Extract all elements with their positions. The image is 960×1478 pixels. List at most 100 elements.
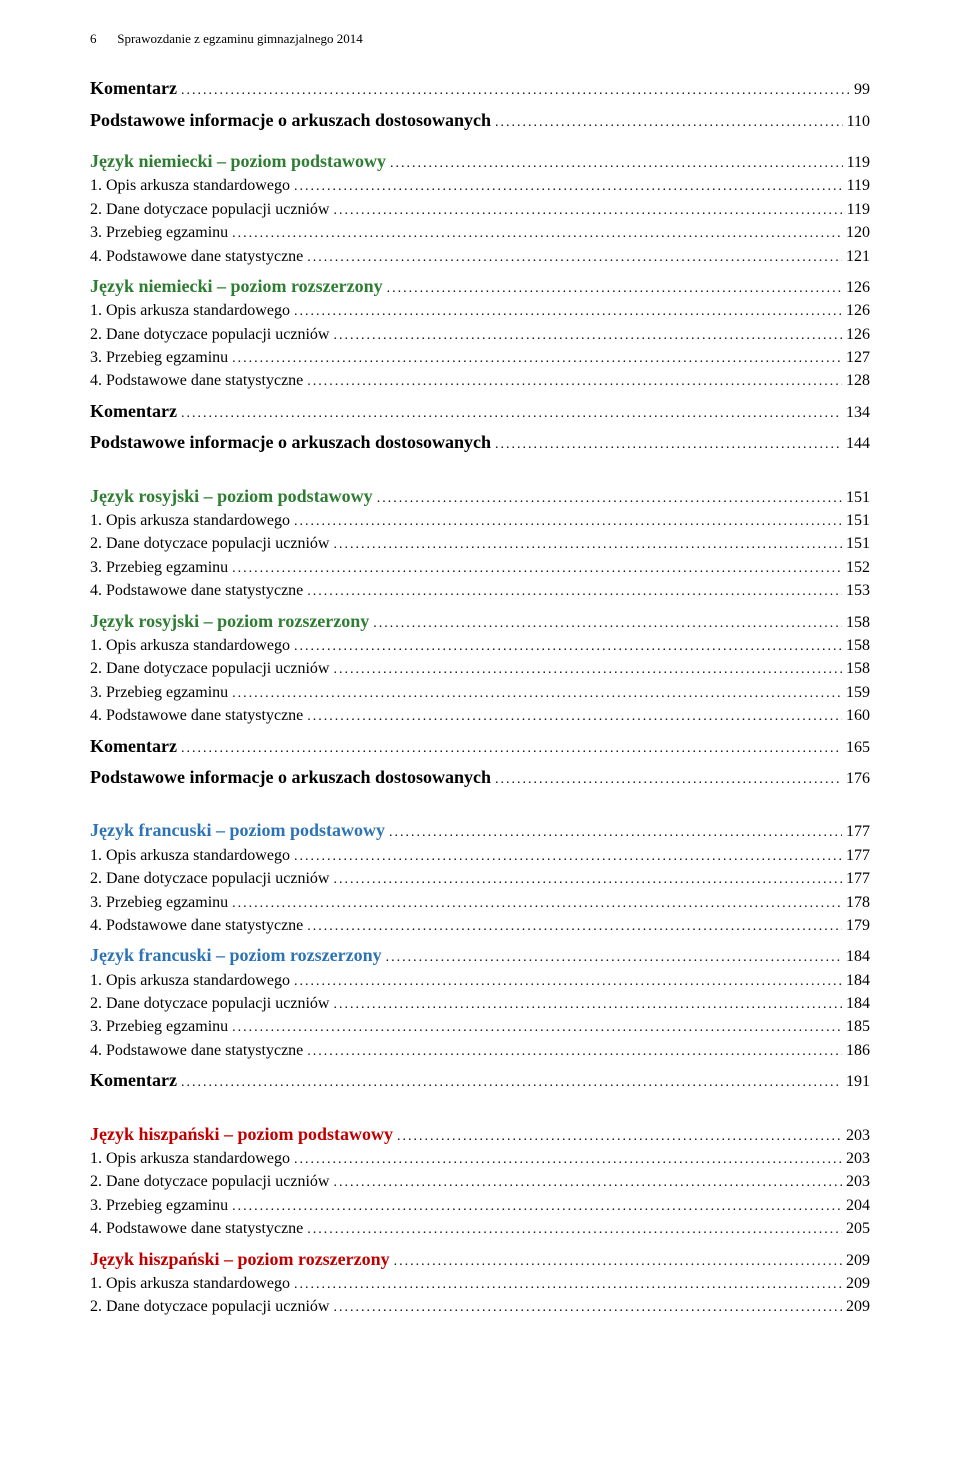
toc-leader: ........................................…: [307, 1042, 842, 1062]
toc-label: Komentarz: [90, 76, 181, 101]
toc-gap: [90, 103, 870, 107]
toc-row: 3. Przebieg egzaminu....................…: [90, 347, 870, 369]
toc-label: 2. Dane dotyczace populacji uczniów: [90, 533, 333, 555]
toc-row: Język rosyjski – poziom podstawowy......…: [90, 484, 870, 509]
toc-page: 126: [842, 324, 870, 346]
toc-row: Komentarz...............................…: [90, 1068, 870, 1093]
toc-row: 1. Opis arkusza standardowego...........…: [90, 510, 870, 532]
toc-row: Komentarz...............................…: [90, 399, 870, 424]
toc-label: Komentarz: [90, 1068, 181, 1093]
toc-label: 4. Podstawowe dane statystyczne: [90, 580, 307, 602]
toc-label: 1. Opis arkusza standardowego: [90, 970, 294, 992]
toc-row: 1. Opis arkusza standardowego...........…: [90, 300, 870, 322]
toc-label: 2. Dane dotyczace populacji uczniów: [90, 1296, 333, 1318]
toc-label: Podstawowe informacje o arkuszach dostos…: [90, 430, 495, 455]
toc-label: Język niemiecki – poziom podstawowy: [90, 149, 390, 174]
toc-label: 4. Podstawowe dane statystyczne: [90, 915, 307, 937]
toc-page: 204: [842, 1195, 870, 1217]
toc-page: 110: [843, 111, 870, 133]
toc-label: 3. Przebieg egzaminu: [90, 557, 232, 579]
toc-leader: ........................................…: [307, 1220, 842, 1240]
toc-label: 2. Dane dotyczace populacji uczniów: [90, 1171, 333, 1193]
toc-leader: ........................................…: [333, 870, 842, 890]
toc-gap: [90, 604, 870, 608]
toc-page: 120: [842, 222, 870, 244]
toc-leader: ........................................…: [181, 404, 842, 424]
toc-row: 4. Podstawowe dane statystyczne.........…: [90, 915, 870, 937]
toc-leader: ........................................…: [333, 201, 842, 221]
toc-gap: [90, 457, 870, 483]
toc-page: 160: [842, 705, 870, 727]
toc-page: 184: [842, 970, 870, 992]
toc-row: Język francuski – poziom rozszerzony....…: [90, 943, 870, 968]
toc-page: 152: [842, 557, 870, 579]
toc-row: Podstawowe informacje o arkuszach dostos…: [90, 430, 870, 455]
toc-gap: [90, 938, 870, 942]
toc-leader: ........................................…: [333, 995, 842, 1015]
toc-label: 1. Opis arkusza standardowego: [90, 635, 294, 657]
toc-page: 177: [842, 868, 870, 890]
toc-leader: ........................................…: [397, 1127, 842, 1147]
toc-leader: ........................................…: [181, 81, 850, 101]
toc-page: 119: [843, 199, 870, 221]
toc-leader: ........................................…: [377, 489, 842, 509]
toc-row: 4. Podstawowe dane statystyczne.........…: [90, 1040, 870, 1062]
toc-row: 1. Opis arkusza standardowego...........…: [90, 1273, 870, 1295]
toc-leader: ........................................…: [333, 1298, 842, 1318]
toc-page: 121: [842, 246, 870, 268]
toc-leader: ........................................…: [307, 707, 842, 727]
toc-leader: ........................................…: [232, 1197, 842, 1217]
toc-leader: ........................................…: [373, 614, 842, 634]
toc-label: 1. Opis arkusza standardowego: [90, 300, 294, 322]
toc-label: Podstawowe informacje o arkuszach dostos…: [90, 108, 495, 133]
toc-page: 191: [842, 1071, 870, 1093]
toc-page: 151: [842, 487, 870, 509]
toc-row: 2. Dane dotyczace populacji uczniów.....…: [90, 324, 870, 346]
toc-row: Język hiszpański – poziom rozszerzony...…: [90, 1247, 870, 1272]
toc-leader: ........................................…: [232, 1018, 842, 1038]
toc-row: 4. Podstawowe dane statystyczne.........…: [90, 580, 870, 602]
toc-row: 2. Dane dotyczace populacji uczniów.....…: [90, 868, 870, 890]
toc-row: 1. Opis arkusza standardowego...........…: [90, 845, 870, 867]
toc-row: 2. Dane dotyczace populacji uczniów.....…: [90, 533, 870, 555]
toc-row: Język niemiecki – poziom podstawowy.....…: [90, 149, 870, 174]
toc-label: 4. Podstawowe dane statystyczne: [90, 246, 307, 268]
toc-row: Komentarz...............................…: [90, 76, 870, 101]
toc-label: 4. Podstawowe dane statystyczne: [90, 1218, 307, 1240]
toc-gap: [90, 1242, 870, 1246]
toc-leader: ........................................…: [294, 1275, 842, 1295]
toc-row: Język hiszpański – poziom podstawowy....…: [90, 1122, 870, 1147]
toc-leader: ........................................…: [495, 113, 843, 133]
toc-page: 126: [842, 277, 870, 299]
toc-page: 184: [842, 946, 870, 968]
header-title: Sprawozdanie z egzaminu gimnazjalnego 20…: [117, 31, 362, 46]
toc-row: 2. Dane dotyczace populacji uczniów.....…: [90, 1296, 870, 1318]
toc-leader: ........................................…: [307, 582, 842, 602]
toc-label: Język hiszpański – poziom rozszerzony: [90, 1247, 394, 1272]
toc-leader: ........................................…: [495, 770, 842, 790]
page-header: 6 Sprawozdanie z egzaminu gimnazjalnego …: [90, 30, 870, 48]
toc-page: 177: [842, 845, 870, 867]
toc-label: 1. Opis arkusza standardowego: [90, 175, 294, 197]
toc-leader: ........................................…: [307, 372, 842, 392]
toc-label: 4. Podstawowe dane statystyczne: [90, 705, 307, 727]
toc-page: 209: [842, 1250, 870, 1272]
toc-page: 158: [842, 612, 870, 634]
toc-page: 151: [842, 510, 870, 532]
toc-page: 185: [842, 1016, 870, 1038]
toc-label: 1. Opis arkusza standardowego: [90, 510, 294, 532]
toc-row: 2. Dane dotyczace populacji uczniów.....…: [90, 658, 870, 680]
toc-page: 209: [842, 1273, 870, 1295]
toc-leader: ........................................…: [307, 917, 842, 937]
toc-label: 3. Przebieg egzaminu: [90, 1016, 232, 1038]
toc-leader: ........................................…: [294, 1150, 842, 1170]
toc-leader: ........................................…: [294, 637, 842, 657]
toc-label: 3. Przebieg egzaminu: [90, 682, 232, 704]
toc-page: 203: [842, 1125, 870, 1147]
toc-label: Podstawowe informacje o arkuszach dostos…: [90, 765, 495, 790]
toc-label: Język francuski – poziom podstawowy: [90, 818, 389, 843]
toc-leader: ........................................…: [232, 349, 842, 369]
toc-leader: ........................................…: [294, 302, 842, 322]
toc-leader: ........................................…: [394, 1252, 842, 1272]
toc-row: 3. Przebieg egzaminu....................…: [90, 222, 870, 244]
